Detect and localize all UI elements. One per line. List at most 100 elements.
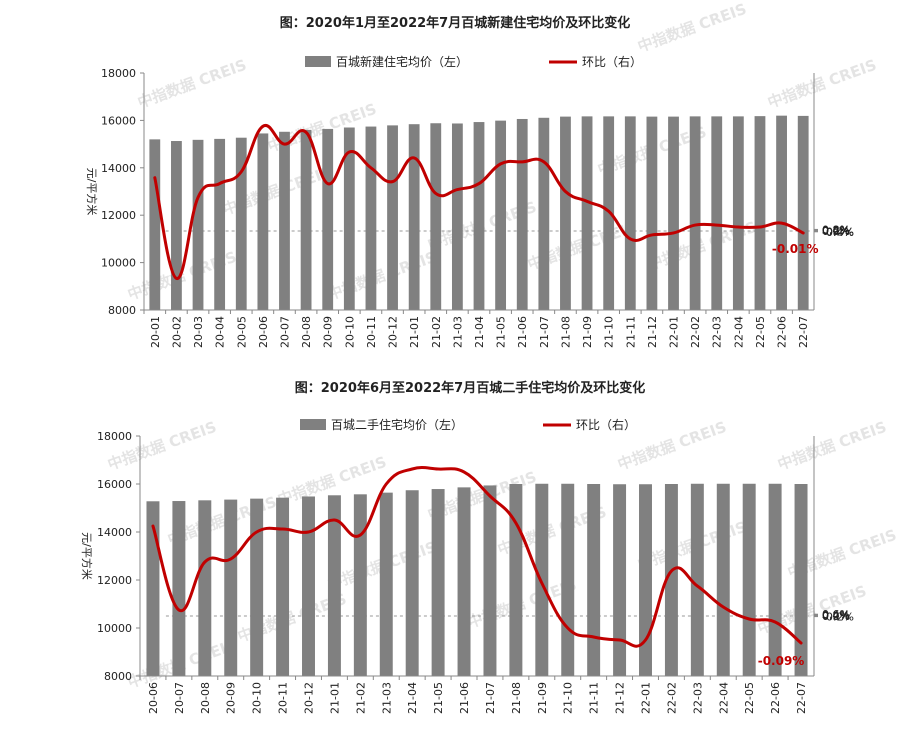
bar-20-02 [171,141,182,310]
left-tick-label: 10000 [97,622,132,635]
bar-22-05 [754,116,766,310]
line-point-21-03 [385,482,388,486]
x-tick-label: 20-04 [214,316,227,348]
bar-22-02 [689,116,701,310]
x-tick-label: 22-02 [689,316,702,348]
right-tick-label: -0.2% [822,225,854,238]
bar-21-03 [379,492,393,676]
line-point-22-06 [773,620,777,624]
bar-22-02 [664,484,678,676]
bar-20-07 [172,501,186,676]
x-tick-label: 21-07 [538,316,551,348]
x-tick-label: 20-03 [192,316,205,348]
last-value-annotation: -0.09% [758,654,805,668]
bar-22-06 [776,115,787,310]
x-tick-label: 21-03 [380,682,393,714]
x-tick-label: 22-06 [776,316,789,348]
x-tick-label: 20-01 [149,316,162,348]
bar-20-10 [250,498,264,676]
line-point-21-08 [514,521,518,525]
line-point-21-06 [521,160,524,164]
x-tick-label: 21-04 [473,316,486,348]
bar-20-01 [149,139,161,310]
line-point-20-07 [177,608,181,612]
bar-22-01 [668,116,679,310]
line-point-21-11 [592,635,595,639]
x-tick-label: 22-01 [640,682,653,714]
x-tick-label: 21-07 [484,682,497,714]
bar-20-08 [300,129,312,310]
bar-22-06 [768,483,782,676]
x-tick-label: 21-10 [562,682,575,714]
line-point-20-10 [348,150,351,154]
bar-20-05 [235,137,247,310]
bar-20-11 [365,126,377,310]
x-tick-label: 22-03 [691,682,704,714]
bar-22-03 [690,483,704,676]
x-tick-label: 22-04 [732,316,745,348]
bar-21-05 [431,489,445,676]
line-point-20-05 [240,170,243,173]
bar-21-01 [327,495,341,676]
x-tick-label: 20-06 [257,316,270,348]
line-point-22-02 [693,223,697,227]
x-tick-label: 22-07 [795,682,808,714]
x-tick-label: 21-06 [458,682,471,714]
chart-second-hand-housing: 图：2020年6月至2022年7月百城二手住宅均价及环比变化百城二手住宅均价（左… [80,380,854,714]
line-point-21-06 [462,470,466,474]
line-point-22-07 [799,641,803,645]
line-point-21-01 [333,518,336,522]
line-point-21-09 [540,581,544,585]
line-point-20-02 [175,277,178,280]
line-point-21-05 [436,467,440,471]
line-point-20-01 [153,176,157,179]
x-tick-label: 21-12 [614,682,627,714]
line-point-21-05 [499,162,502,166]
bar-21-12 [646,116,658,310]
line-point-21-10 [607,210,610,213]
line-point-21-08 [564,190,567,193]
line-point-22-03 [715,223,718,227]
line-point-20-11 [369,166,373,169]
chart-title: 图：2020年1月至2022年7月百城新建住宅均价及环比变化 [280,15,630,31]
line-point-22-06 [780,221,783,225]
x-tick-label: 21-01 [328,682,341,714]
line-point-22-04 [722,605,725,609]
bar-22-04 [716,483,730,676]
x-tick-label: 22-04 [717,682,730,714]
right-tick-label: 0.6% [822,608,850,621]
bar-21-10 [561,483,575,676]
bar-22-01 [639,484,652,676]
line-point-20-09 [229,557,232,561]
left-tick-label: 14000 [101,162,136,175]
x-tick-label: 21-11 [588,682,601,714]
legend-line-label: 环比（右） [582,54,642,69]
bar-22-07 [797,115,809,310]
x-tick-label: 22-02 [665,682,678,714]
line-point-21-04 [477,182,481,185]
line-point-20-11 [281,527,284,531]
line-point-21-12 [650,233,654,237]
bar-21-06 [516,118,528,310]
right-tick-label: 0.4% [822,224,850,237]
left-tick-label: 10000 [101,257,136,270]
x-tick-label: 20-11 [365,316,378,348]
x-tick-label: 21-10 [603,316,616,348]
right-tick-label: -0.2% [822,611,854,624]
right-tick-label: -0.4% [822,226,854,239]
line-point-21-03 [456,188,459,191]
bar-22-03 [711,116,723,310]
x-tick-label: 21-05 [432,682,445,714]
bar-21-05 [495,120,507,311]
line-point-20-12 [307,530,310,534]
right-tick-label: 0.8% [822,223,850,236]
bar-21-04 [473,122,485,311]
bar-20-12 [302,496,315,676]
line-point-21-09 [585,200,589,203]
y-axis-title: 元/平方米 [85,168,99,216]
line-point-20-12 [391,180,394,183]
bar-20-09 [224,499,238,676]
x-tick-label: 20-12 [387,316,400,348]
